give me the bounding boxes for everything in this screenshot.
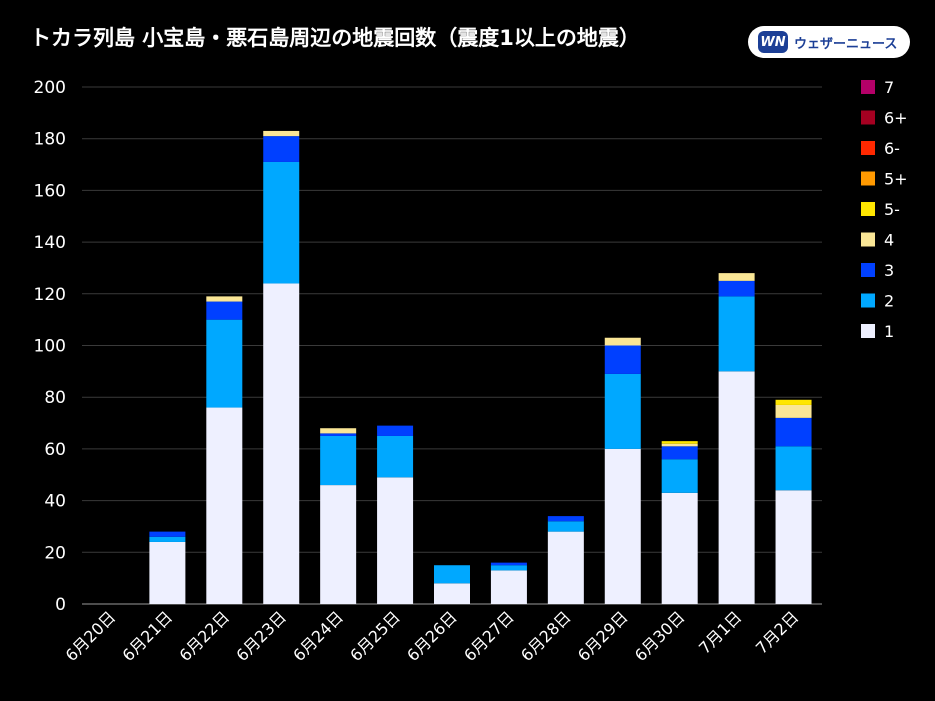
bar-segment — [377, 477, 414, 604]
bar-segment — [206, 301, 243, 320]
bar-segment — [320, 428, 357, 434]
x-tick-label: 6月26日 — [403, 607, 461, 665]
bar-segment — [206, 407, 243, 604]
y-tick-label: 120 — [34, 285, 66, 305]
x-tick-label: 6月27日 — [460, 607, 518, 665]
bar-segment — [206, 296, 243, 302]
x-tick-label: 6月20日 — [62, 607, 120, 665]
legend-swatch — [861, 141, 875, 155]
legend-swatch — [861, 324, 875, 338]
y-tick-label: 100 — [34, 337, 66, 357]
bar-segment — [149, 541, 186, 604]
bar-segment — [661, 459, 698, 493]
y-tick-label: 0 — [55, 595, 66, 615]
x-tick-label: 6月22日 — [175, 607, 233, 665]
x-tick-label: 7月2日 — [752, 607, 802, 657]
bar-segment — [604, 448, 641, 604]
bar-segment — [263, 283, 300, 604]
x-tick-label: 6月21日 — [119, 607, 177, 665]
logo-mark-icon: WN — [758, 31, 788, 53]
bar-segment — [775, 399, 812, 405]
legend-swatch — [861, 110, 875, 125]
y-tick-label: 20 — [44, 543, 66, 563]
x-tick-label: 6月23日 — [232, 607, 290, 665]
bar-segment — [263, 161, 300, 284]
bar-segment — [661, 492, 698, 604]
legend-swatch — [861, 80, 875, 94]
legend-label: 7 — [884, 78, 894, 97]
bar-segment — [320, 485, 357, 604]
legend-label: 6- — [884, 139, 900, 158]
bar-segment — [263, 136, 300, 162]
bar-segment — [490, 570, 527, 604]
bar-segment — [604, 345, 641, 374]
bar-segment — [434, 565, 470, 584]
bar-segment — [490, 562, 527, 566]
legend-label: 6+ — [884, 109, 908, 128]
bar-segment — [661, 446, 698, 460]
y-tick-label: 200 — [34, 78, 66, 98]
bar-segment — [775, 417, 812, 447]
bar-segment — [320, 435, 357, 486]
x-tick-label: 6月24日 — [289, 607, 347, 665]
legend-swatch — [861, 293, 875, 308]
legend-label: 4 — [884, 231, 894, 250]
y-tick-label: 80 — [44, 388, 66, 408]
x-tick-label: 6月29日 — [574, 607, 632, 665]
bar-segment — [377, 425, 414, 436]
x-tick-label: 6月25日 — [346, 607, 404, 665]
legend-label: 5+ — [884, 170, 908, 189]
bar-segment — [661, 443, 698, 447]
bar-segment — [149, 531, 186, 537]
weathernews-logo: WN ウェザーニュース — [748, 26, 910, 58]
bar-segment — [263, 130, 300, 137]
bar-segment — [775, 446, 812, 491]
bar-segment — [377, 435, 414, 478]
bar-segment — [604, 373, 641, 449]
x-tick-label: 6月28日 — [517, 607, 575, 665]
legend-label: 5- — [884, 200, 900, 219]
bar-segment — [661, 441, 698, 444]
y-tick-label: 180 — [34, 130, 66, 150]
x-tick-label: 6月30日 — [631, 607, 689, 665]
bar-segment — [149, 536, 186, 542]
bar-segment — [775, 490, 812, 604]
bar-segment — [434, 583, 470, 604]
bar-segment — [206, 319, 243, 408]
bar-segment — [718, 371, 755, 604]
legend-label: 1 — [884, 322, 894, 341]
y-tick-label: 40 — [44, 492, 66, 512]
bar-segment — [604, 337, 641, 346]
bar-segment — [775, 404, 812, 418]
bar-segment — [547, 521, 584, 532]
legend-swatch — [861, 263, 875, 277]
logo-text: ウェザーニュース — [794, 36, 898, 52]
bar-segment — [320, 433, 357, 436]
legend-label: 2 — [884, 292, 894, 311]
legend-swatch — [861, 232, 875, 247]
bar-segment — [718, 273, 755, 281]
legend-label: 3 — [884, 261, 894, 280]
y-tick-label: 160 — [34, 181, 66, 201]
bar-segment — [547, 516, 584, 522]
legend-swatch — [861, 171, 875, 186]
y-tick-label: 60 — [44, 440, 66, 460]
bar-segment — [718, 280, 755, 297]
bar-segment — [490, 565, 527, 571]
chart-title: トカラ列島 小宝島・悪石島周辺の地震回数（震度1以上の地震） — [30, 26, 640, 50]
bar-segment — [547, 531, 584, 604]
y-tick-label: 140 — [34, 233, 66, 253]
legend-swatch — [861, 202, 875, 216]
bar-segment — [718, 296, 755, 372]
x-tick-label: 7月1日 — [695, 607, 745, 657]
